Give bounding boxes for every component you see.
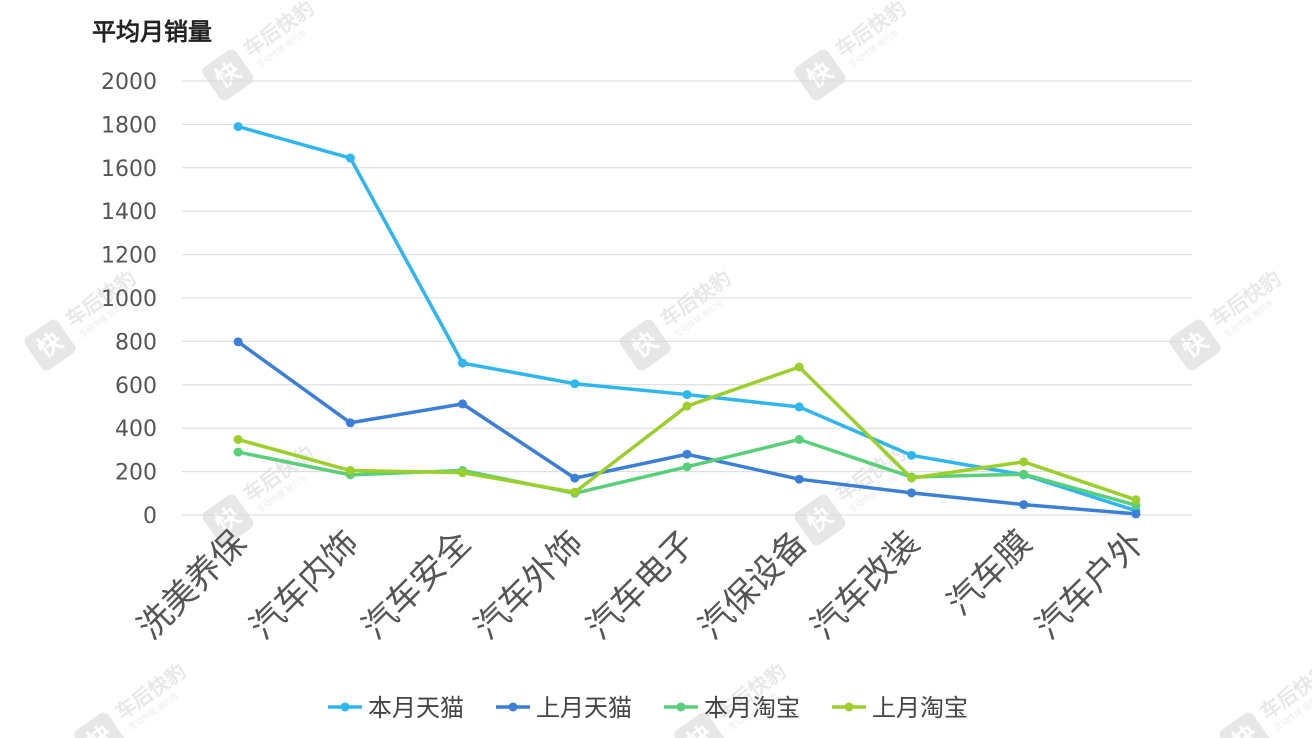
watermark-logo-icon (1169, 319, 1221, 371)
x-tick-label: 汽车内饰 (242, 523, 366, 647)
y-axis-title: 平均月销量 (92, 18, 212, 46)
data-point (906, 450, 916, 460)
data-point (233, 434, 243, 444)
x-tick-label: 汽车外饰 (467, 523, 591, 647)
data-point (682, 390, 692, 400)
legend-marker (340, 702, 350, 712)
legend-item: 本月天猫 (328, 694, 464, 722)
data-point (1131, 509, 1141, 519)
data-point (233, 122, 243, 132)
y-tick-label: 600 (115, 374, 157, 399)
y-tick-label: 1000 (101, 287, 157, 312)
watermark-logo-icon (794, 494, 846, 546)
data-point (570, 379, 580, 389)
data-point (682, 449, 692, 459)
watermark-logo-icon (202, 494, 254, 546)
data-point (794, 434, 804, 444)
data-point (345, 153, 355, 163)
y-tick-label: 200 (115, 461, 157, 486)
watermark-logo-icon (794, 49, 846, 101)
x-tick-label: 汽车安全 (354, 523, 478, 647)
y-tick-label: 1800 (101, 113, 157, 138)
watermark-brand: 车后快豹 (1256, 659, 1312, 725)
watermark-logo-icon (619, 319, 671, 371)
watermark-logo-icon (1219, 712, 1271, 738)
legend-label: 上月淘宝 (872, 694, 968, 722)
data-point (570, 473, 580, 483)
legend-item: 本月淘宝 (664, 694, 800, 722)
y-tick-label: 0 (143, 504, 157, 529)
legend-marker (508, 702, 518, 712)
y-tick-label: 1200 (101, 244, 157, 269)
x-tick-label: 汽车电子 (579, 523, 703, 647)
y-tick-label: 1400 (101, 200, 157, 225)
data-point (233, 447, 243, 457)
data-point (458, 358, 468, 368)
legend-marker (844, 702, 854, 712)
y-axis-ticks: 0 200 400 600 800 1000 1200 1400 1600 1800 2000 (101, 70, 157, 529)
watermark-logo-icon (74, 712, 126, 738)
legend: 本月天猫 上月天猫 本月淘宝 上月淘宝 (328, 694, 968, 722)
legend-item: 上月淘宝 (832, 694, 968, 722)
data-point (794, 474, 804, 484)
y-tick-label: 400 (115, 417, 157, 442)
legend-item: 上月天猫 (496, 694, 632, 722)
watermark-logo-icon (202, 49, 254, 101)
y-tick-label: 2000 (101, 70, 157, 95)
data-point (1019, 457, 1029, 467)
data-point (1019, 500, 1029, 510)
data-point (1131, 495, 1141, 505)
legend-label: 本月淘宝 (704, 694, 800, 722)
data-point (682, 401, 692, 411)
legend-label: 上月天猫 (536, 694, 632, 722)
y-tick-label: 800 (115, 330, 157, 355)
series-line (236, 365, 1138, 502)
watermark-logo-icon (24, 319, 76, 371)
data-point (906, 473, 916, 483)
x-tick-label: 洗美养保 (130, 523, 254, 647)
x-tick-label: 汽车户外 (1028, 523, 1152, 647)
data-point (794, 362, 804, 372)
legend-label: 本月天猫 (368, 694, 464, 722)
data-point (794, 402, 804, 412)
data-point (458, 399, 468, 409)
y-tick-label: 1600 (101, 157, 157, 182)
series-layer (233, 122, 1141, 519)
watermark-logo-icon (674, 712, 726, 738)
data-point (345, 418, 355, 428)
series-group (233, 337, 1141, 519)
x-tick-label: 汽保设备 (691, 523, 815, 647)
x-tick-label: 汽车膜 (940, 523, 1040, 623)
data-point (345, 466, 355, 476)
data-point (233, 337, 243, 347)
data-point (906, 488, 916, 498)
data-point (682, 462, 692, 472)
legend-marker (676, 702, 686, 712)
data-point (570, 487, 580, 497)
data-point (1019, 469, 1029, 479)
series-group (233, 362, 1141, 505)
data-point (458, 468, 468, 478)
